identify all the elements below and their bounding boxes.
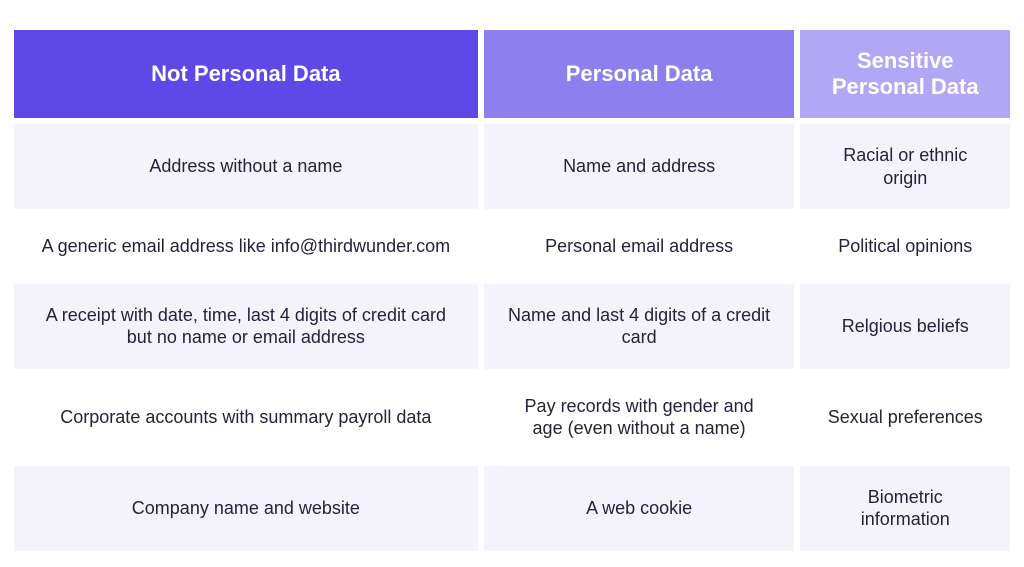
table-row: Corporate accounts with summary payroll … — [14, 375, 1010, 460]
col-header-sensitive: Sensitive Personal Data — [800, 30, 1010, 118]
cell: Name and last 4 digits of a credit card — [484, 284, 795, 369]
table-row: A receipt with date, time, last 4 digits… — [14, 284, 1010, 369]
table-row: Company name and website A web cookie Bi… — [14, 466, 1010, 551]
data-classification-table: Not Personal Data Personal Data Sensitiv… — [8, 24, 1016, 557]
cell: Sexual preferences — [800, 375, 1010, 460]
cell: Personal email address — [484, 215, 795, 278]
cell: Corporate accounts with summary payroll … — [14, 375, 478, 460]
cell: Company name and website — [14, 466, 478, 551]
cell: Name and address — [484, 124, 795, 209]
col-header-not-personal: Not Personal Data — [14, 30, 478, 118]
table-row: Address without a name Name and address … — [14, 124, 1010, 209]
table-row: A generic email address like info@thirdw… — [14, 215, 1010, 278]
cell: Pay records with gender and age (even wi… — [484, 375, 795, 460]
table-body: Address without a name Name and address … — [14, 124, 1010, 551]
cell: Relgious beliefs — [800, 284, 1010, 369]
cell: Biometric information — [800, 466, 1010, 551]
cell: A web cookie — [484, 466, 795, 551]
cell: Racial or ethnic origin — [800, 124, 1010, 209]
col-header-personal: Personal Data — [484, 30, 795, 118]
table-header-row: Not Personal Data Personal Data Sensitiv… — [14, 30, 1010, 118]
cell: A generic email address like info@thirdw… — [14, 215, 478, 278]
cell: Political opinions — [800, 215, 1010, 278]
cell: A receipt with date, time, last 4 digits… — [14, 284, 478, 369]
cell: Address without a name — [14, 124, 478, 209]
